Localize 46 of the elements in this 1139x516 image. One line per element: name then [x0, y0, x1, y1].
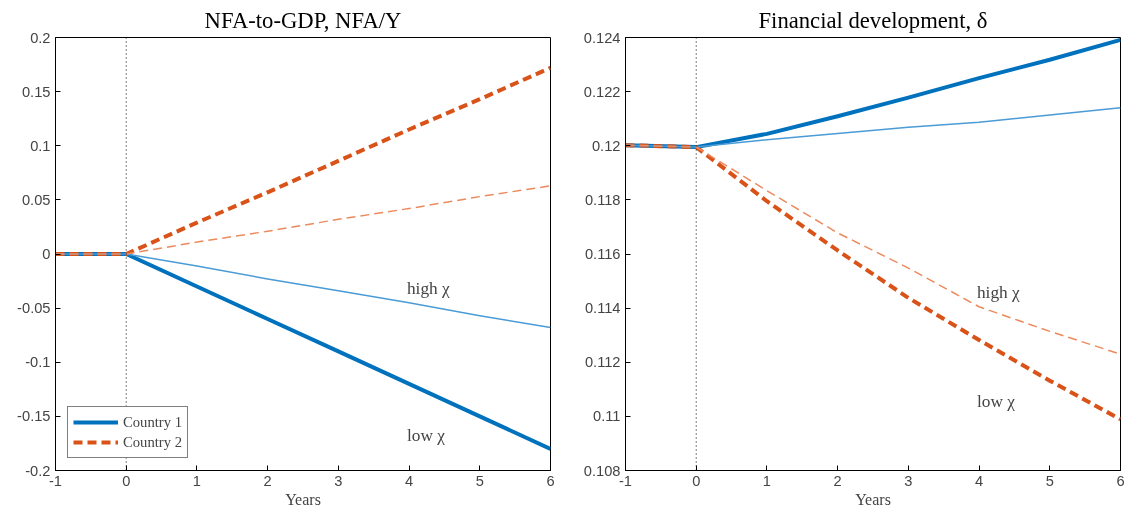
annotation: low χ: [976, 391, 1016, 411]
annotation: high χ: [406, 279, 451, 299]
y-tick-label: 0.05: [21, 191, 51, 208]
x-tick-label: 4: [975, 472, 984, 489]
line-series: [55, 185, 551, 255]
x-tick-label: 3: [334, 472, 343, 489]
x-axis-title: Years: [285, 490, 321, 508]
line-series: [625, 143, 1121, 422]
x-tick-label: 1: [762, 472, 772, 489]
line-series: [55, 65, 551, 256]
y-tick-label: 0.108: [583, 462, 621, 479]
x-tick-label: 0: [692, 472, 701, 489]
chart-title: NFA-to-GDP, NFA/Y: [204, 7, 402, 33]
x-tick-label: 5: [1045, 472, 1054, 489]
annotation: high χ: [976, 283, 1021, 303]
y-tick-label: -0.2: [25, 462, 51, 479]
y-tick-label: 0.124: [583, 29, 621, 46]
y-tick-label: -0.1: [25, 354, 51, 371]
x-tick-label: 5: [475, 472, 484, 489]
y-tick-label: 0.114: [584, 300, 621, 317]
y-tick-label: -0.05: [17, 300, 51, 317]
x-tick-label: 4: [405, 472, 414, 489]
y-tick-label: 0.118: [584, 191, 621, 208]
y-tick-label: 0.116: [584, 246, 621, 262]
y-tick-label: 0.2: [30, 29, 51, 46]
x-tick-label: 2: [263, 472, 272, 489]
x-tick-label: 2: [833, 472, 842, 489]
x-tick-label: 3: [904, 472, 913, 489]
x-tick-label: 6: [546, 472, 555, 489]
legend-label: Country 2: [123, 433, 183, 451]
x-tick-label: 1: [192, 472, 202, 489]
annotation: low χ: [406, 426, 446, 446]
x-tick-label: -1: [48, 472, 63, 489]
y-tick-label: 0.122: [583, 83, 621, 100]
x-axis-title: Years: [855, 490, 891, 508]
y-tick-label: 0.15: [21, 83, 51, 100]
y-tick-label: 0.112: [584, 354, 621, 371]
y-tick-label: 0: [42, 246, 51, 262]
x-tick-label: 0: [122, 472, 131, 489]
y-tick-label: 0.11: [593, 408, 621, 425]
legend-label: Country 1: [123, 413, 183, 431]
x-tick-label: 6: [1116, 472, 1125, 489]
y-tick-label: 0.12: [591, 137, 621, 154]
y-tick-label: -0.15: [17, 408, 51, 425]
chart-title: Financial development, δ: [758, 7, 988, 33]
y-tick-label: 0.1: [30, 137, 51, 154]
